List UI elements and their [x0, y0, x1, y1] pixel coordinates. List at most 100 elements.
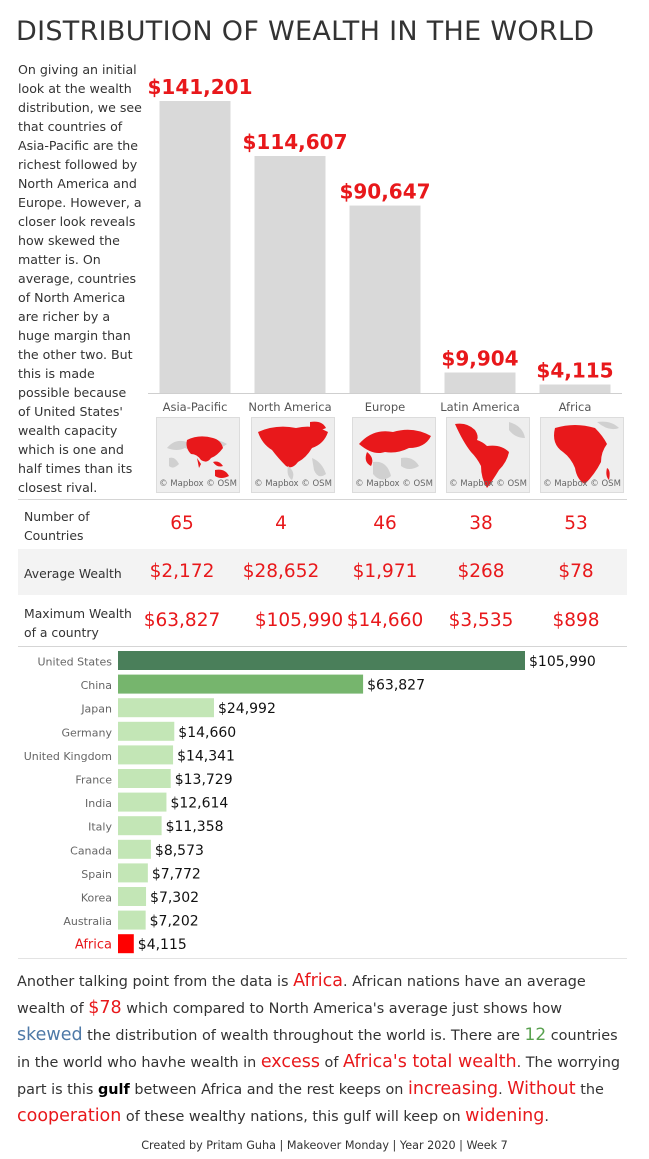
narrative-highlight: cooperation [17, 1106, 122, 1126]
latin-america-map-icon [455, 422, 525, 488]
country-value-label: $12,614 [170, 796, 228, 812]
cell-value: $898 [552, 610, 600, 631]
region-category-label: Europe [365, 400, 405, 414]
narrative-segment: . [544, 1109, 549, 1125]
country-bar[interactable] [118, 816, 162, 836]
map-north-america[interactable]: © Mapbox © OSM [251, 417, 335, 493]
country-bar[interactable] [118, 745, 174, 765]
narrative-segment: the distribution of wealth throughout th… [82, 1028, 525, 1044]
region-category-label: Asia-Pacific [163, 400, 228, 414]
cell-value: $28,652 [242, 561, 320, 582]
row-label: Average Wealth [24, 566, 122, 581]
narrative-highlight: gulf [98, 1082, 130, 1098]
country-bar[interactable] [118, 792, 167, 812]
map-latin-america[interactable]: © Mapbox © OSM [446, 417, 530, 493]
narrative-highlight: excess [260, 1052, 320, 1072]
region-value-label: $90,647 [339, 180, 430, 204]
country-bar[interactable] [118, 887, 147, 906]
country-label: Africa [75, 938, 112, 953]
country-value-label: $105,990 [529, 654, 596, 670]
table-top-divider [18, 499, 627, 500]
narrative-segment: which compared to North America's averag… [121, 1001, 563, 1017]
narrative-segment: Another talking point from the data is [17, 974, 294, 990]
country-label: Germany [61, 726, 112, 739]
asia-pacific-map-icon [167, 436, 229, 478]
north-america-map-icon [258, 421, 328, 480]
country-wealth-bar-chart: United States $105,990 China $63,827 Japan $2… [18, 651, 627, 959]
narrative-highlight: 12 [524, 1025, 547, 1045]
cell-value: $2,172 [149, 561, 215, 582]
country-value-label: $13,729 [175, 772, 233, 788]
country-value-label: $4,115 [138, 937, 187, 953]
map-europe[interactable]: © Mapbox © OSM [352, 417, 436, 493]
region-category-label: Africa [559, 400, 592, 414]
country-label: Korea [81, 892, 112, 905]
country-label: India [85, 797, 112, 810]
country-label: Italy [88, 821, 112, 834]
country-bar[interactable] [118, 651, 525, 670]
map-credit: © Mapbox © OSM [543, 479, 621, 489]
map-credit: © Mapbox © OSM [254, 479, 332, 489]
region-category-label: Latin America [440, 400, 520, 414]
country-value-label: $63,827 [367, 678, 425, 694]
narrative-highlight: increasing [408, 1079, 499, 1099]
map-asia-pacific[interactable]: © Mapbox © OSM [156, 417, 240, 493]
cell-value: 38 [469, 513, 493, 534]
row-label: Maximum Wealth of a country [24, 606, 132, 640]
africa-map-icon [554, 421, 619, 484]
country-bar[interactable] [118, 839, 151, 859]
cell-value: $14,660 [346, 610, 424, 631]
table-row-maximum-wealth: Maximum Wealth of a country $63,827 $105… [18, 598, 627, 644]
narrative-highlight: $78 [88, 998, 122, 1018]
narrative-text: Another talking point from the data is A… [17, 968, 632, 1130]
cell-value: $1,971 [352, 561, 418, 582]
cell-value: 65 [170, 513, 194, 534]
credits-footer: Created by Pritam Guha | Makeover Monday… [141, 1139, 508, 1152]
narrative-segment: . The worrying part is this [17, 1055, 621, 1098]
narrative-segment: of these wealthy nations, this gulf will… [121, 1109, 466, 1125]
region-bar[interactable] [159, 101, 231, 393]
map-credit: © Mapbox © OSM [355, 479, 433, 489]
narrative-highlight: Africa's total wealth [343, 1052, 517, 1072]
map-africa[interactable]: © Mapbox © OSM [540, 417, 624, 493]
region-bar[interactable] [444, 372, 516, 393]
country-bar[interactable] [118, 721, 175, 741]
country-bar[interactable] [118, 910, 146, 930]
country-value-label: $14,660 [178, 725, 236, 741]
region-category-label: North America [248, 400, 331, 414]
narrative-highlight: skewed [17, 1025, 83, 1045]
region-value-label: $9,904 [441, 347, 518, 371]
region-bar[interactable] [539, 384, 611, 393]
country-bar[interactable] [118, 698, 214, 718]
narrative-segment: countries in the world who havhe wealth … [17, 1028, 618, 1071]
cell-value: 4 [275, 513, 287, 534]
country-bar[interactable] [118, 863, 148, 883]
region-value-label: $141,201 [147, 75, 252, 99]
table-row-number-of-countries: Number of Countries 65 4 46 38 53 [18, 503, 627, 549]
narrative-segment: . [498, 1082, 508, 1098]
row-label: Number of Countries [24, 509, 90, 543]
country-label: Japan [80, 703, 112, 716]
country-bar[interactable] [118, 769, 171, 788]
country-label: Spain [81, 868, 112, 881]
country-label: Canada [70, 844, 112, 857]
country-value-label: $7,202 [150, 914, 199, 930]
country-value-label: $24,992 [218, 701, 276, 717]
region-bar[interactable] [349, 205, 421, 393]
country-value-label: $7,302 [150, 890, 199, 906]
country-bar[interactable] [118, 674, 364, 694]
table-row-average-wealth: Average Wealth $2,172 $28,652 $1,971 $26… [18, 549, 627, 595]
cell-value: $3,535 [448, 610, 514, 631]
country-label: France [75, 774, 112, 787]
country-bar[interactable] [118, 934, 134, 954]
country-label: Australia [63, 915, 112, 928]
country-label: China [81, 679, 112, 692]
narrative-segment: of [319, 1055, 343, 1071]
cell-value: 53 [564, 513, 588, 534]
europe-map-icon [359, 429, 431, 480]
region-bar[interactable] [254, 155, 326, 393]
table-bottom-divider [18, 646, 627, 647]
cell-value: $78 [558, 561, 594, 582]
region-value-label: $114,607 [242, 130, 347, 154]
cell-value: $105,990 [254, 610, 344, 631]
